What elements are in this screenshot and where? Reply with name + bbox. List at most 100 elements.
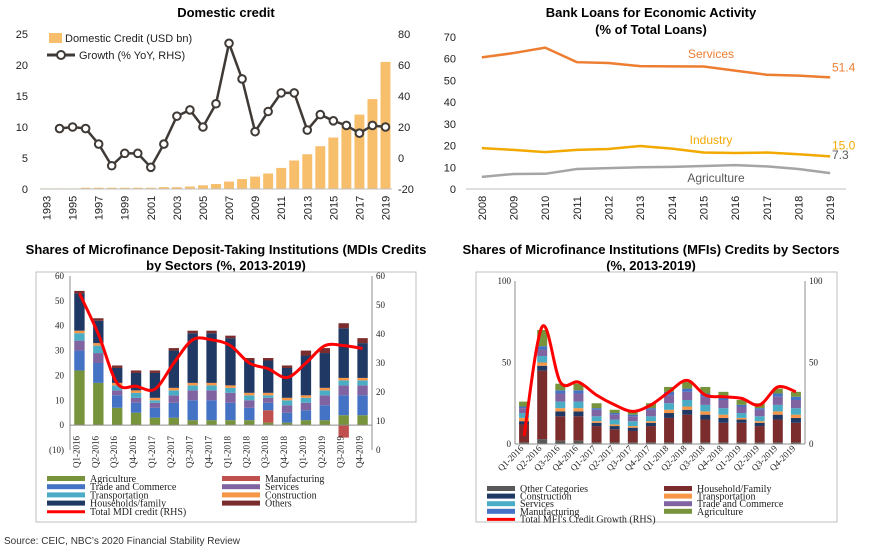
series-line-industry [481, 144, 831, 158]
legend-label: Services [265, 482, 299, 493]
stack-segment [555, 411, 566, 417]
stack-segment [609, 424, 620, 427]
stack-segment [772, 388, 783, 394]
stack-segment [300, 350, 312, 356]
x-tick-label: Q1-2016 [71, 436, 81, 468]
legend-label: Manufacturing [520, 507, 579, 518]
x-tick-label: Q4-2019 [355, 436, 365, 468]
legend-label: Trade and Commerce [697, 499, 784, 510]
stack-segment [609, 414, 620, 420]
stack-segment [357, 343, 368, 378]
legend-swatch [664, 508, 692, 514]
stack-segment [627, 416, 638, 422]
stack-segment [573, 440, 584, 444]
stack-segment [591, 416, 602, 422]
x-tick-label: 2015 [328, 196, 340, 220]
y-tick-label: 70 [444, 32, 456, 44]
y-left-tick-label: 20 [55, 370, 65, 380]
legend-swatch [487, 493, 515, 499]
legend-swatch [222, 492, 260, 498]
stack-segment [627, 442, 638, 444]
credit-bar [224, 181, 234, 189]
stack-segment [357, 385, 368, 396]
stack-segment [319, 420, 331, 426]
stack-segment [281, 367, 293, 398]
y-left-tick-label: 0 [22, 184, 28, 196]
stack-segment [573, 416, 584, 441]
legend-swatch [47, 476, 85, 481]
stack-segment [187, 382, 198, 386]
series-label-agriculture: Agriculture [687, 171, 745, 185]
y-left-tick-label: 100 [498, 276, 512, 286]
stack-segment [700, 411, 711, 415]
stack-segment [74, 330, 85, 334]
x-tick-label: 2009 [509, 196, 521, 220]
growth-point [380, 122, 391, 132]
stack-segment [555, 440, 566, 444]
stack-segment [111, 407, 123, 426]
mfi-frame [475, 271, 838, 523]
y-left-tick-label: 0 [507, 439, 512, 449]
stack-segment [244, 360, 255, 393]
stack-segment [168, 348, 180, 351]
stack-segment [225, 338, 236, 386]
stack-segment [262, 402, 274, 411]
stack-segment [736, 399, 747, 405]
stack-segment [149, 407, 161, 418]
y-right-tick-label: 50 [809, 358, 819, 368]
stack-segment [555, 390, 566, 394]
stack-segment [281, 397, 293, 401]
legend-label: Transportation [697, 492, 756, 503]
y-right-tick-label: 50 [376, 300, 386, 310]
legend-swatch [664, 493, 692, 499]
stack-segment [149, 402, 161, 408]
growth-point [119, 148, 130, 159]
stack-segment [627, 427, 638, 431]
stack-segment [790, 422, 801, 443]
x-tick-label: Q1-2017 [147, 436, 157, 468]
stack-segment [609, 426, 620, 430]
stack-segment [591, 421, 602, 423]
stack-segment [130, 370, 142, 373]
stack-segment [225, 402, 236, 421]
credit-bar [145, 187, 156, 189]
x-tick-label: Q3-2017 [185, 436, 195, 468]
stack-segment [555, 408, 566, 412]
y-right-tick-label: 20 [398, 122, 410, 134]
stack-segment [573, 411, 584, 417]
legend-swatch [487, 508, 515, 514]
stack-segment [645, 408, 656, 410]
credit-bar [106, 187, 117, 189]
stack-segment [736, 419, 747, 423]
stack-segment [338, 380, 349, 386]
stack-segment [319, 353, 331, 388]
stack-segment [645, 422, 656, 427]
credit-bar [93, 187, 104, 189]
credit-bar [211, 184, 221, 189]
stack-segment [74, 293, 85, 331]
stack-segment [244, 407, 255, 421]
stack-segment [262, 397, 274, 403]
legend-marker-growth [56, 50, 66, 60]
credit-bar [302, 154, 313, 189]
stack-segment [130, 402, 142, 413]
legend-swatch [47, 500, 85, 506]
bank-loans-chart: Bank Loans for Economic Activity (% of T… [444, 5, 856, 220]
stack-segment [281, 405, 293, 413]
stack-segment [300, 397, 312, 403]
stack-segment [718, 422, 729, 443]
y-right-tick-label: 40 [376, 329, 386, 339]
stack-segment [790, 417, 801, 423]
stack-segment [357, 380, 368, 386]
stack-segment [736, 413, 747, 418]
x-tick-label: Q1-2019 [298, 436, 308, 468]
growth-point [159, 139, 169, 149]
stack-segment [244, 395, 255, 401]
x-tick-label: 2008 [477, 196, 489, 220]
stack-segment [225, 392, 236, 403]
growth-point [289, 88, 300, 98]
stack-segment [772, 414, 783, 420]
stack-segment [555, 401, 566, 409]
stack-segment [206, 330, 217, 334]
